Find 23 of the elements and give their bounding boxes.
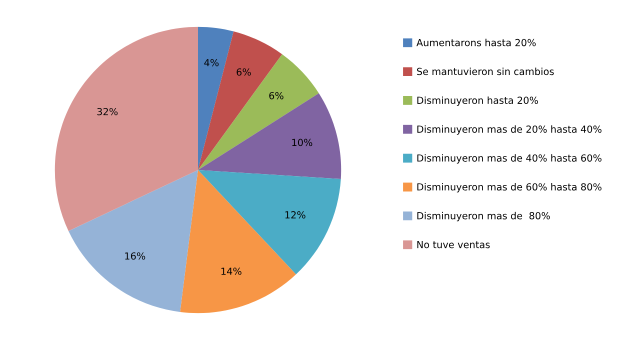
data-label: 12% <box>285 211 306 219</box>
legend-label: Se mantuvieron sin cambios <box>417 68 554 76</box>
data-label: 10% <box>292 138 312 146</box>
legend-label: Disminuyeron mas de 80% <box>417 212 550 222</box>
data-label: 6% <box>236 68 251 76</box>
pie-slice <box>198 26 234 170</box>
pie-slice <box>54 26 198 231</box>
pie-slice <box>198 170 341 274</box>
pie-slice <box>198 31 282 170</box>
legend-label: Disminuyeron mas de 40% hasta 60% <box>417 154 602 164</box>
pie-slice <box>68 170 198 312</box>
legend-label: Disminuyeron hasta 20% <box>417 96 538 106</box>
data-label: 16% <box>125 252 146 260</box>
data-label: 4% <box>204 58 219 66</box>
data-label: 6% <box>269 92 284 100</box>
legend-label: Disminuyeron mas de 20% hasta 40% <box>417 125 602 135</box>
pie-slice <box>198 93 342 179</box>
legend-label: No tuve ventas <box>417 241 490 248</box>
legend-label: Disminuyeron mas de 60% hasta 80% <box>417 183 602 192</box>
legend-label: Aumentarons hasta 20% <box>416 38 536 46</box>
pie-slice <box>198 54 319 170</box>
data-label: 32% <box>97 108 118 116</box>
data-label: 14% <box>221 268 242 275</box>
